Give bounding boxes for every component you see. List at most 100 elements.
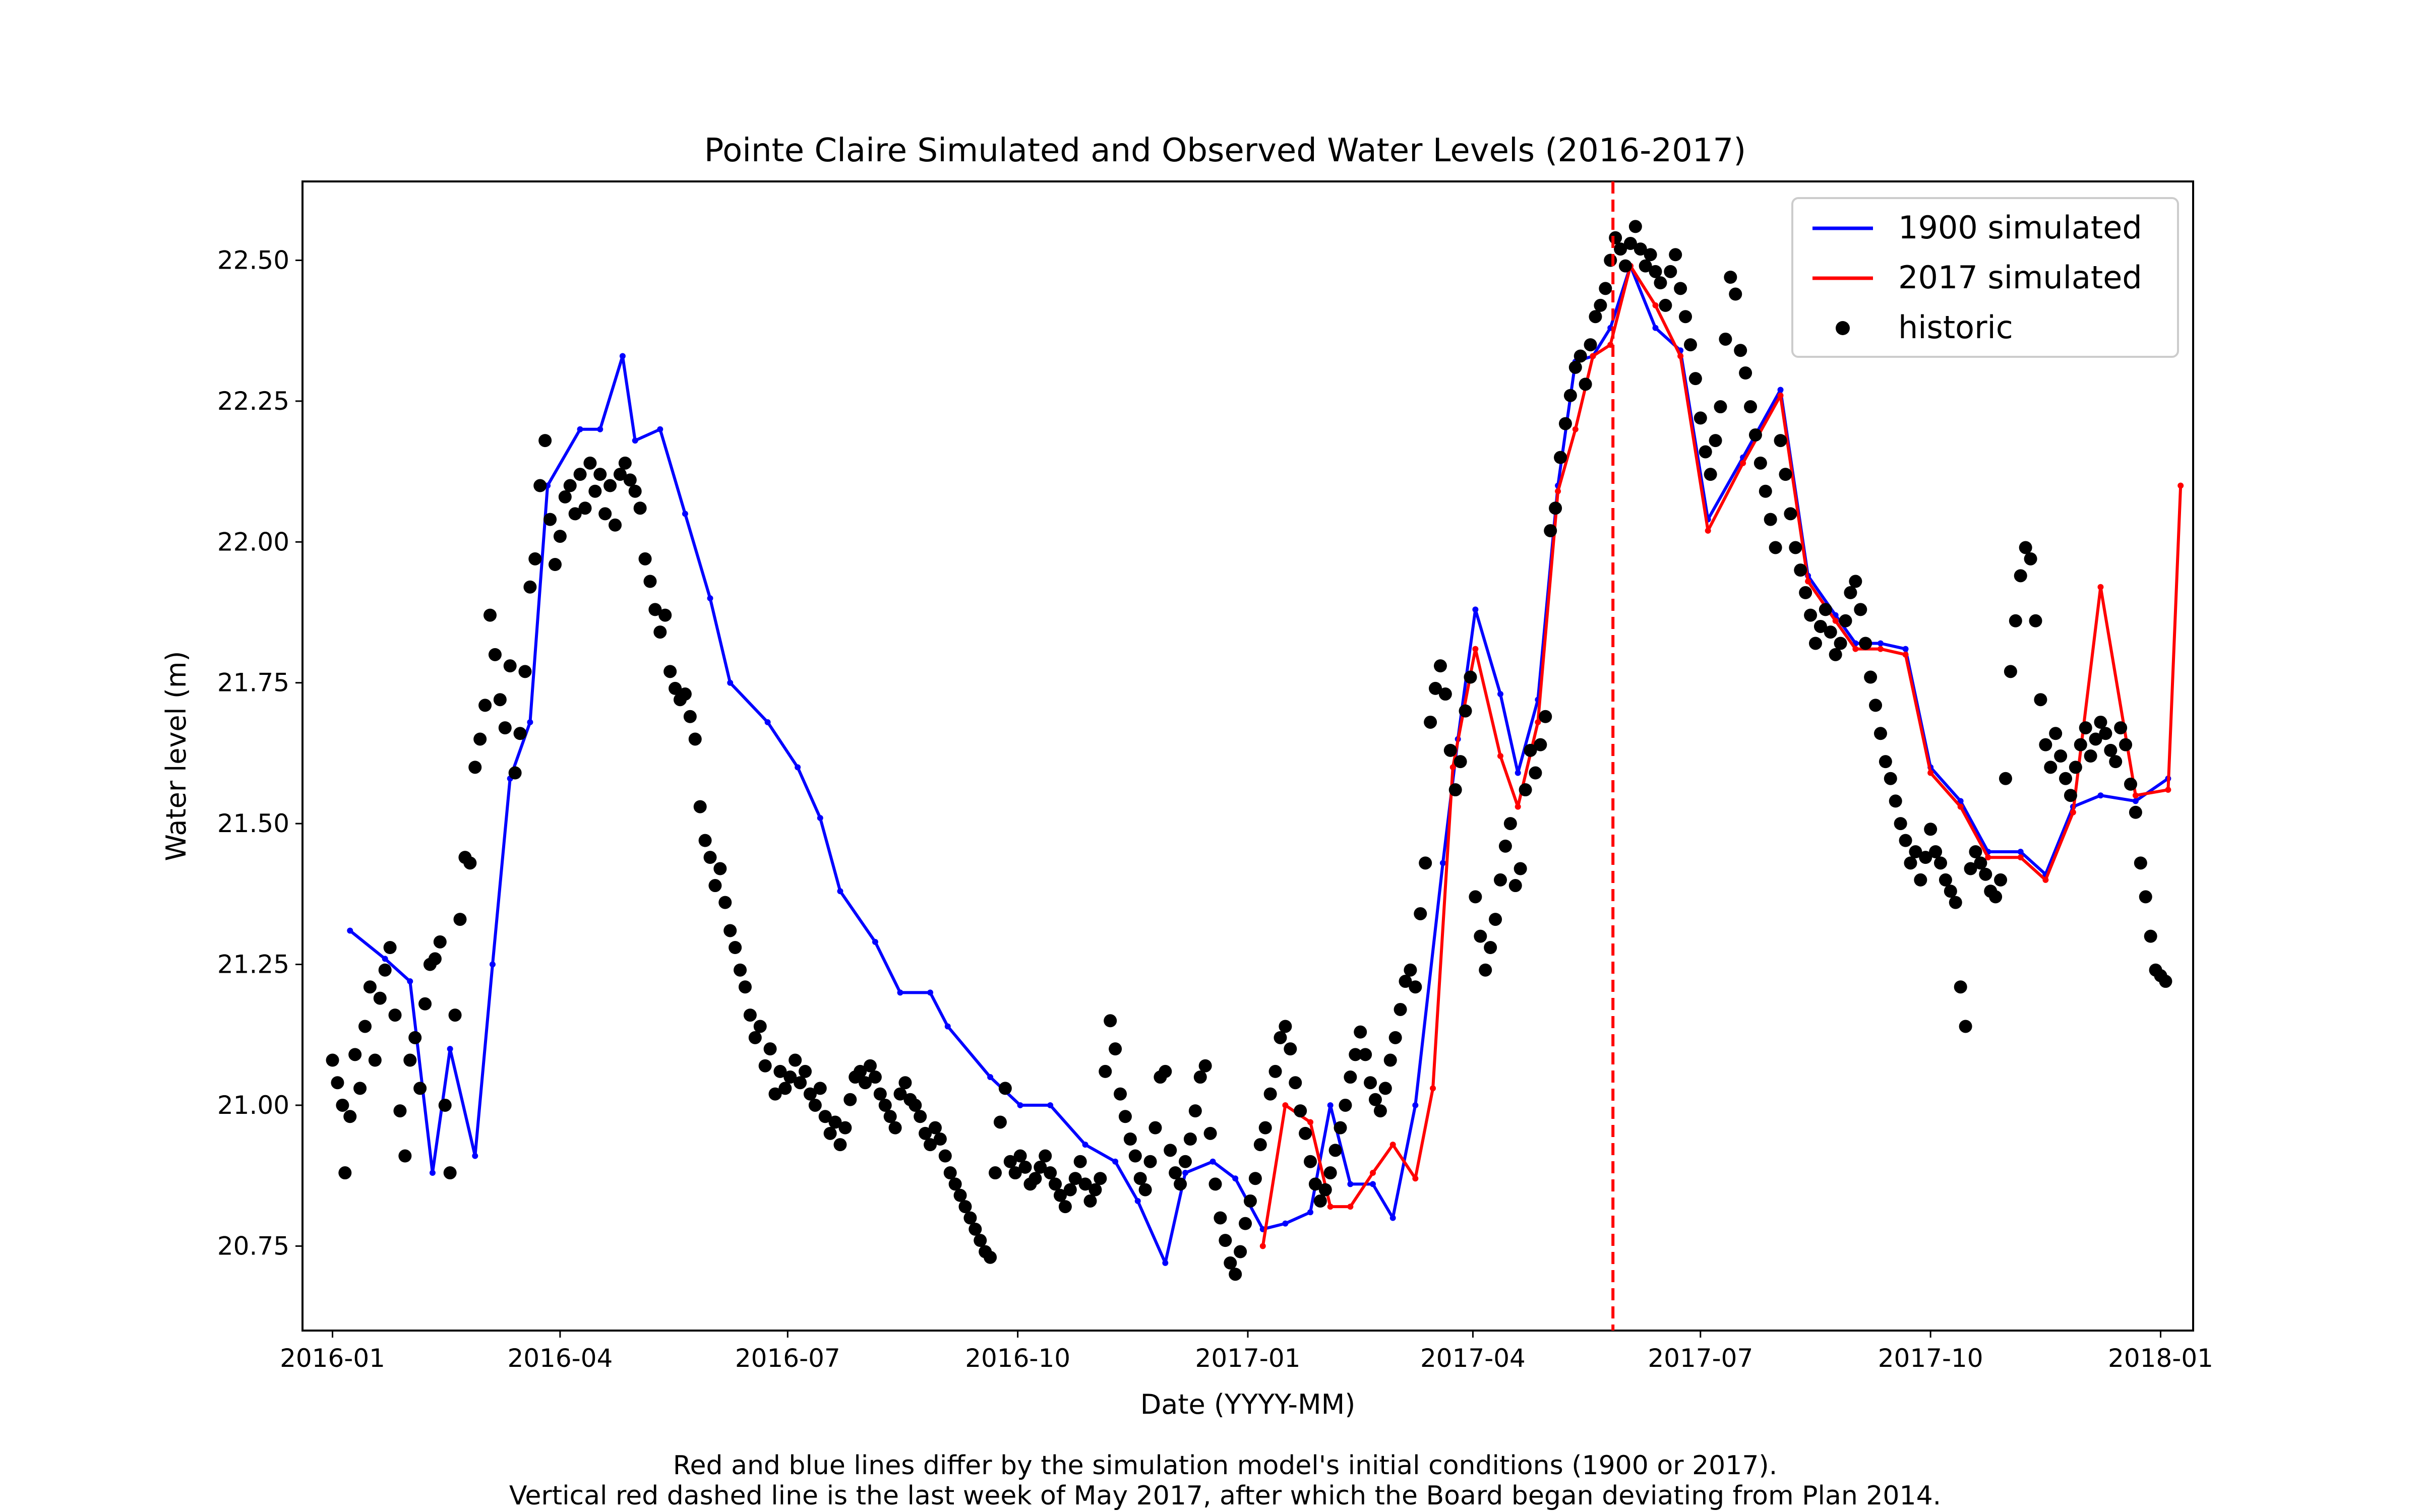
caption-line-1: Red and blue lines differ by the simulat… bbox=[673, 1451, 1777, 1481]
historic-point bbox=[1864, 670, 1878, 684]
historic-point bbox=[1328, 1144, 1342, 1157]
x-tick-label: 2018-01 bbox=[2108, 1344, 2213, 1373]
series-vertex-2017-simulated bbox=[1652, 302, 1659, 308]
historic-point bbox=[1099, 1064, 1112, 1078]
historic-point bbox=[1774, 434, 1787, 448]
historic-point bbox=[1529, 766, 1542, 780]
historic-point bbox=[1849, 575, 1862, 588]
series-vertex-2017-simulated bbox=[1740, 460, 1746, 466]
historic-point bbox=[1364, 1076, 1377, 1090]
series-vertex-2017-simulated bbox=[1497, 753, 1503, 759]
historic-point bbox=[734, 963, 747, 977]
historic-point bbox=[1448, 783, 1462, 797]
historic-point bbox=[953, 1188, 967, 1202]
historic-point bbox=[1484, 941, 1497, 954]
historic-point bbox=[513, 727, 527, 740]
historic-point bbox=[543, 513, 557, 526]
y-tick-label: 21.25 bbox=[217, 950, 289, 979]
y-axis-label: Water level (m) bbox=[160, 651, 192, 861]
historic-point bbox=[833, 1138, 847, 1152]
historic-point bbox=[1794, 563, 1807, 577]
historic-point bbox=[1884, 772, 1897, 785]
historic-point bbox=[1834, 637, 1847, 650]
historic-point bbox=[1709, 434, 1722, 448]
x-tick-label: 2017-07 bbox=[1648, 1344, 1753, 1373]
historic-point bbox=[2009, 614, 2022, 627]
historic-point bbox=[813, 1082, 827, 1095]
historic-point bbox=[898, 1076, 912, 1090]
historic-point bbox=[1053, 1188, 1067, 1202]
series-vertex-2017-simulated bbox=[1389, 1142, 1396, 1148]
historic-point bbox=[773, 1064, 787, 1078]
historic-point bbox=[1438, 687, 1452, 701]
historic-point bbox=[568, 507, 582, 521]
historic-point bbox=[1619, 259, 1632, 273]
historic-point bbox=[1539, 710, 1552, 723]
historic-point bbox=[1123, 1132, 1137, 1146]
historic-point bbox=[1589, 310, 1602, 324]
historic-point bbox=[1748, 428, 1762, 442]
historic-point bbox=[463, 856, 477, 870]
historic-point bbox=[693, 800, 707, 813]
series-vertex-1900-simulated bbox=[1082, 1142, 1088, 1148]
series-vertex-1900-simulated bbox=[1307, 1209, 1314, 1216]
y-tick-label: 20.75 bbox=[217, 1231, 289, 1261]
historic-point bbox=[2144, 929, 2157, 943]
historic-point bbox=[2134, 856, 2147, 870]
legend-label: 2017 simulated bbox=[1898, 259, 2142, 296]
historic-point bbox=[1039, 1149, 1052, 1163]
historic-point bbox=[403, 1053, 417, 1067]
historic-point bbox=[1118, 1110, 1132, 1123]
historic-point bbox=[648, 603, 662, 616]
series-vertex-2017-simulated bbox=[1412, 1175, 1419, 1182]
historic-point bbox=[1899, 834, 1912, 847]
historic-point bbox=[859, 1076, 872, 1090]
series-vertex-1900-simulated bbox=[682, 511, 688, 517]
historic-point bbox=[1143, 1155, 1157, 1168]
historic-point bbox=[1394, 1002, 1407, 1016]
historic-point bbox=[1104, 1014, 1117, 1028]
historic-point bbox=[783, 1070, 797, 1084]
historic-point bbox=[1203, 1126, 1217, 1140]
series-vertex-2017-simulated bbox=[2165, 787, 2171, 793]
historic-point bbox=[1443, 743, 1457, 757]
series-vertex-2017-simulated bbox=[2070, 809, 2076, 815]
historic-point bbox=[678, 687, 692, 701]
historic-point bbox=[928, 1121, 942, 1135]
historic-point bbox=[1008, 1166, 1022, 1180]
series-vertex-2017-simulated bbox=[1877, 646, 1884, 652]
historic-point bbox=[1929, 845, 1943, 858]
series-vertex-2017-simulated bbox=[1902, 651, 1909, 658]
historic-point bbox=[1349, 1048, 1362, 1061]
series-vertex-2017-simulated bbox=[1449, 764, 1456, 771]
historic-point bbox=[609, 518, 622, 532]
historic-point bbox=[1399, 975, 1412, 988]
historic-point bbox=[778, 1082, 792, 1095]
historic-point bbox=[1068, 1172, 1082, 1185]
historic-point bbox=[1049, 1177, 1062, 1191]
historic-point bbox=[1574, 349, 1587, 363]
historic-point bbox=[838, 1121, 852, 1135]
x-axis-ticks: 2016-01 2016-04 2016-07 2016-10 2017-01 2017-… bbox=[280, 1331, 2213, 1373]
series-vertex-1900-simulated bbox=[1182, 1170, 1188, 1176]
historic-point bbox=[663, 665, 677, 678]
historic-point bbox=[1628, 220, 1642, 233]
y-tick-label: 21.75 bbox=[217, 668, 289, 698]
historic-point bbox=[914, 1110, 927, 1123]
historic-point bbox=[1279, 1020, 1292, 1033]
historic-point bbox=[393, 1104, 407, 1118]
historic-point bbox=[1454, 755, 1467, 769]
series-vertex-1900-simulated bbox=[619, 353, 626, 359]
historic-point bbox=[2119, 738, 2133, 751]
x-axis-label: Date (YYYY-MM) bbox=[1140, 1389, 1356, 1420]
y-tick-label: 21.50 bbox=[217, 809, 289, 838]
series-vertex-1900-simulated bbox=[472, 1153, 478, 1159]
historic-point bbox=[503, 659, 517, 673]
series-vertex-1900-simulated bbox=[795, 764, 801, 771]
historic-point bbox=[1334, 1121, 1347, 1135]
historic-point bbox=[933, 1132, 947, 1146]
historic-point bbox=[909, 1098, 922, 1112]
series-vertex-1900-simulated bbox=[2097, 792, 2104, 799]
series-vertex-2017-simulated bbox=[1705, 527, 1711, 534]
